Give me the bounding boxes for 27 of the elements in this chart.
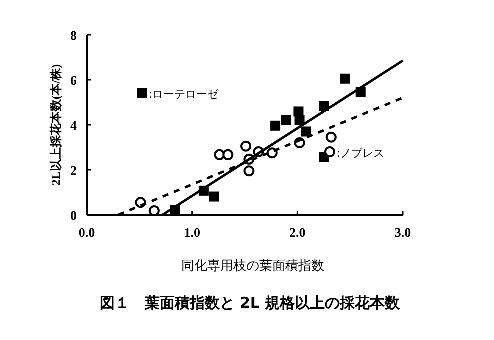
legend-label: :ローテローゼ (149, 88, 220, 101)
x-axis-title: 同化専用枝の葉面積指数 (182, 259, 324, 274)
point (340, 74, 350, 84)
x-tick-label: 1.0 (184, 225, 200, 240)
point (240, 140, 252, 152)
point (209, 192, 220, 202)
point (301, 126, 312, 137)
y-axis-title: 2L以上採花本数(本/株) (49, 64, 63, 186)
y-tick-label: 0 (70, 208, 77, 223)
y-tick-label: 4 (70, 118, 78, 133)
point (294, 115, 305, 126)
x-tick-label: 2.0 (290, 225, 306, 240)
point (214, 149, 226, 160)
point (148, 205, 160, 216)
y-tick-label: 6 (70, 73, 78, 88)
text: 図１ 葉面積指数と 2L 規格以上の採花本数 (100, 294, 402, 312)
point (244, 166, 255, 177)
x-tick-label: 3.0 (394, 225, 412, 240)
y-tick-label: 2 (70, 163, 77, 178)
point (281, 115, 292, 126)
point (326, 132, 337, 143)
point (266, 148, 278, 159)
legend-label: :ノブレス (337, 147, 385, 160)
y-tick-label: 8 (70, 28, 78, 43)
x-tick-label: 0.0 (78, 225, 96, 240)
point (270, 120, 281, 131)
point (222, 149, 234, 160)
